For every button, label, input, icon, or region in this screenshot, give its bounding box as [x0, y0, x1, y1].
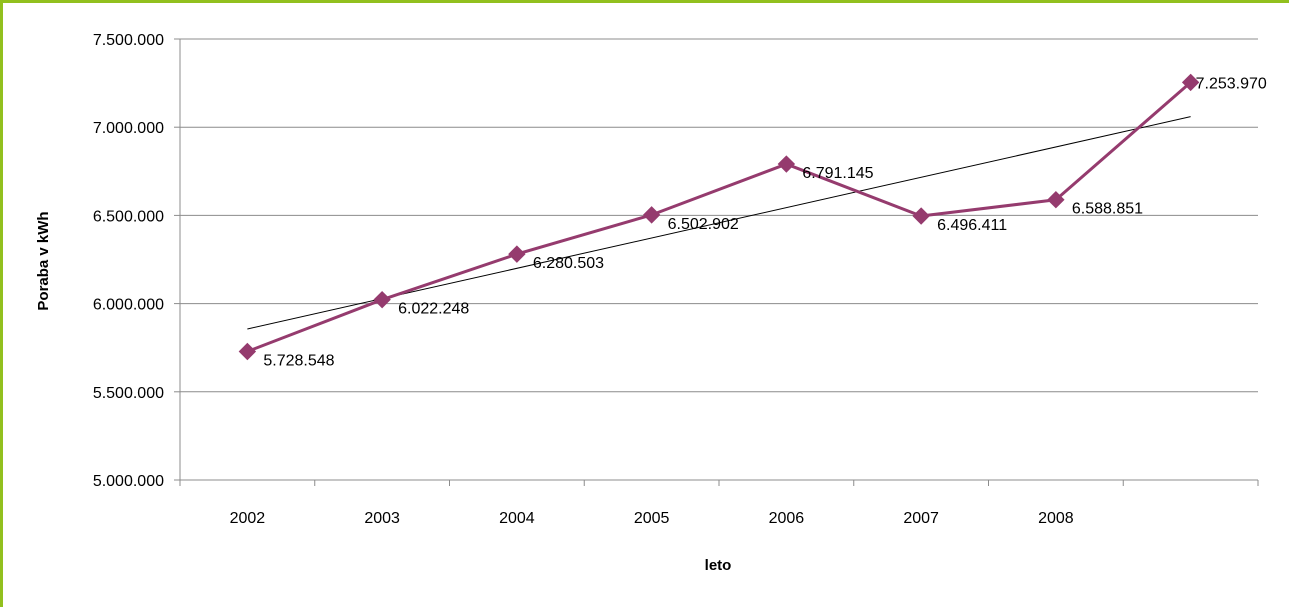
- x-tick-label: 2003: [364, 510, 400, 527]
- data-label: 6.502.902: [668, 216, 739, 233]
- x-tick-label: 2002: [230, 510, 266, 527]
- data-point-marker: [777, 155, 796, 173]
- frame-left-border: [0, 0, 3, 607]
- data-point-marker: [1047, 191, 1065, 209]
- data-labels: 5.728.548 6.022.248 6.280.503 6.502.902 6.79…: [263, 75, 1267, 369]
- y-tick-label: 7.000.000: [93, 120, 164, 137]
- data-point-marker: [508, 245, 526, 263]
- x-tick-label: 2005: [634, 510, 670, 527]
- y-tick-label: 7.500.000: [93, 32, 164, 49]
- data-point-marker: [642, 206, 661, 224]
- y-axis-title: Poraba v kWh: [35, 211, 52, 310]
- data-label: 7.253.970: [1196, 75, 1267, 92]
- x-tick-label: 2008: [1038, 510, 1074, 527]
- data-point-marker: [1181, 73, 1200, 92]
- y-tick-label: 6.000.000: [93, 297, 164, 314]
- data-label: 6.496.411: [937, 217, 1007, 234]
- data-point-marker: [912, 207, 930, 225]
- x-tick-label: 2007: [903, 510, 939, 527]
- data-point-marker: [373, 290, 391, 309]
- axes: 5.000.000 5.500.000 6.000.000 6.500.000 7.00…: [93, 32, 1259, 527]
- y-tick-label: 6.500.000: [93, 208, 164, 225]
- series-line: [246, 81, 1192, 353]
- data-label: 5.728.548: [263, 352, 334, 369]
- x-tick-label: 2006: [769, 510, 805, 527]
- data-point-marker: [238, 342, 257, 361]
- frame-top-border: [0, 0, 1289, 3]
- data-label: 6.588.851: [1072, 201, 1143, 218]
- series-layer: [238, 73, 1200, 361]
- y-tick-label: 5.500.000: [93, 385, 164, 402]
- data-label: 6.791.145: [802, 165, 873, 182]
- x-tick-label: 2004: [499, 510, 535, 527]
- data-label: 6.022.248: [398, 301, 469, 318]
- x-axis-title: leto: [705, 557, 732, 574]
- y-tick-label: 5.000.000: [93, 473, 164, 490]
- data-label: 6.280.503: [533, 255, 604, 272]
